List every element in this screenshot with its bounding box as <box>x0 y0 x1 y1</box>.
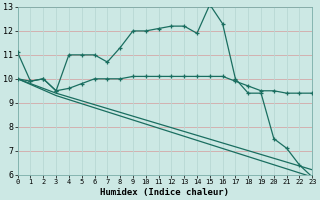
X-axis label: Humidex (Indice chaleur): Humidex (Indice chaleur) <box>100 188 229 197</box>
